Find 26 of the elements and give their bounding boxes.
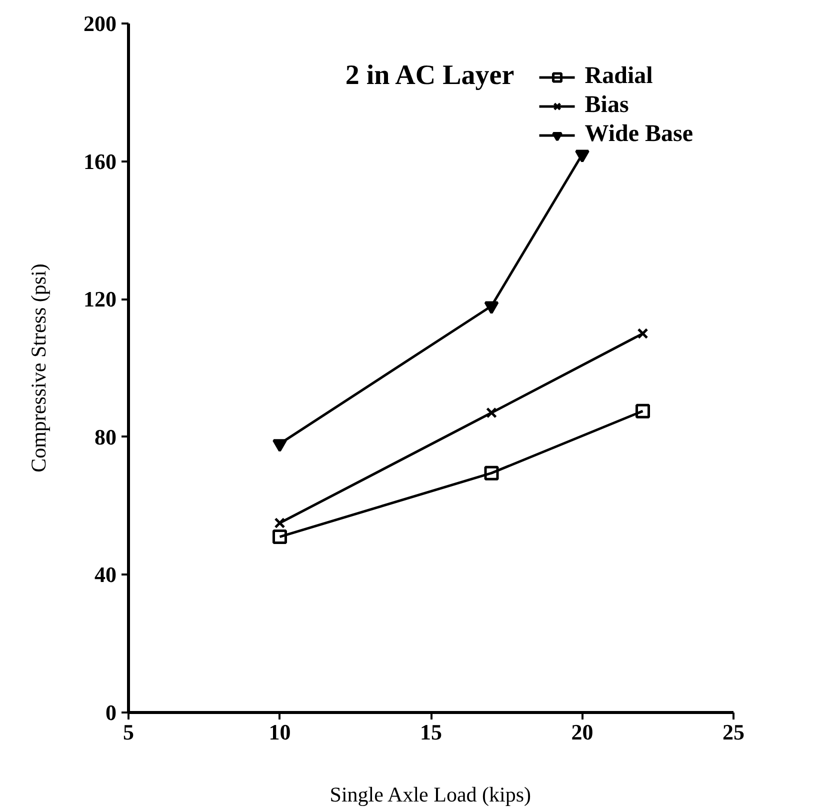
y-axis-title: Compressive Stress (psi) — [26, 264, 50, 472]
point — [274, 518, 286, 529]
x-axis-title: Single Axle Load (kips) — [330, 782, 532, 806]
x-tick-label: 15 — [420, 720, 442, 744]
y-tick-label: 160 — [84, 148, 116, 174]
point — [272, 439, 287, 452]
y-tick-label: 40 — [94, 562, 116, 588]
x-tick-label: 5 — [123, 720, 134, 744]
y-tick-label: 0 — [106, 700, 116, 725]
legend-label: Radial — [584, 63, 653, 90]
point — [484, 466, 499, 480]
point — [484, 301, 499, 314]
x-tick-label: 20 — [571, 720, 594, 744]
legend-label: Bias — [584, 92, 629, 119]
text: 2 in AC Layer — [345, 60, 514, 91]
x-tick-label: 25 — [722, 720, 744, 744]
y-tick-label: 80 — [94, 424, 116, 450]
legend-label: Wide Base — [584, 121, 693, 148]
point — [272, 530, 287, 544]
y-tick-label: 200 — [84, 11, 116, 36]
y-tick-label: 120 — [84, 286, 116, 312]
point — [486, 407, 497, 418]
x-tick-label: 10 — [268, 720, 291, 744]
point — [636, 404, 650, 418]
point — [575, 150, 590, 163]
point — [637, 328, 648, 340]
